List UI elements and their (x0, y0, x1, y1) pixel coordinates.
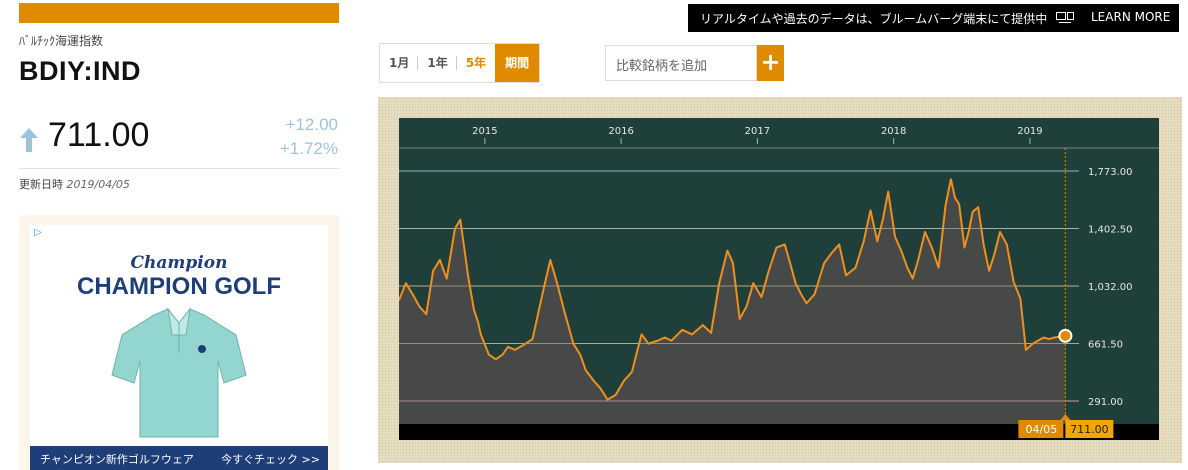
learn-more-link[interactable]: LEARN MORE (1091, 10, 1171, 24)
range-1-month-button[interactable]: 1月 (380, 44, 419, 82)
range-5-year-button[interactable]: 5年 (465, 56, 487, 70)
notice-text: リアルタイムや過去のデータは、ブルームバーグ端末にて提供中 (700, 12, 1048, 26)
updated-label: 更新日時 (19, 178, 63, 191)
ad-title: CHAMPION GOLF (77, 273, 281, 300)
last-date-box (1018, 420, 1064, 438)
x-tick-label: 2016 (608, 126, 633, 137)
compare-input[interactable]: 比較銘柄を追加 (605, 45, 757, 81)
price-chart[interactable]: 2015 2016 2017 2018 2019 291.00 661.50 1,032.00… (399, 118, 1159, 440)
range-selector[interactable]: 1月 1年 5年 期間 (379, 43, 541, 83)
last-value-point[interactable] (1058, 328, 1073, 343)
bloomberg-notice[interactable]: リアルタイムや過去のデータは、ブルームバーグ端末にて提供中 LEARN MORE (688, 4, 1179, 32)
change-percent: +1.72% (279, 139, 338, 158)
y-tick-label: 291.00 (1088, 397, 1123, 408)
ad-cta-text[interactable]: チャンピオン新作ゴルフウェア (40, 453, 194, 466)
last-label-pointer (1060, 414, 1071, 420)
y-tick-label: 1,402.50 (1088, 225, 1133, 236)
x-tick-label: 2017 (745, 126, 770, 137)
ad-cta-link[interactable]: 今すぐチェック >> (221, 453, 320, 466)
range-1-year-button[interactable]: 1年 (418, 44, 458, 82)
ad-cta-bar[interactable]: チャンピオン新作ゴルフウェア 今すぐチェック >> (30, 446, 328, 470)
divider (19, 168, 339, 169)
security-name: ﾊﾞﾙﾁｯｸ海運指数 (19, 34, 104, 48)
series-line (399, 178, 1066, 401)
ad-banner[interactable]: ▷ Champion CHAMPION GOLF チャンピオン新作ゴルフウェア … (19, 215, 339, 470)
x-tick-label: 2018 (881, 126, 906, 137)
price-change: +12.00 +1.72% (280, 113, 338, 161)
x-tick-label: 2019 (1017, 126, 1042, 137)
last-price: 711.00 (48, 116, 150, 154)
polo-shirt-image (111, 307, 247, 438)
x-tick-label: 2015 (472, 126, 497, 137)
y-tick-label: 661.50 (1088, 340, 1123, 351)
updated-time: 更新日時 2019/04/05 (19, 176, 130, 192)
ad-content[interactable]: ▷ Champion CHAMPION GOLF チャンピオン新作ゴルフウェア … (30, 225, 328, 470)
change-absolute: +12.00 (285, 115, 338, 134)
range-period-button[interactable]: 期間 (495, 44, 540, 82)
ad-brand-logo: Champion (130, 253, 228, 273)
adchoices-icon[interactable]: ▷ (34, 227, 42, 238)
last-date-label: 04/05 (1026, 423, 1058, 436)
last-value-label: 711.00 (1070, 423, 1109, 436)
terminal-icon (1056, 12, 1074, 23)
accent-bar (19, 3, 339, 23)
ticker-symbol: BDIY:IND (19, 56, 141, 86)
arrow-up-icon (20, 128, 38, 152)
series-area (399, 179, 1066, 424)
y-tick-label: 1,773.00 (1088, 167, 1133, 178)
add-compare-button[interactable]: + (757, 45, 784, 81)
y-tick-label: 1,032.00 (1088, 282, 1133, 293)
compare-placeholder: 比較銘柄を追加 (616, 59, 708, 74)
last-value-box (1065, 420, 1114, 438)
updated-date: 2019/04/05 (66, 178, 130, 191)
chart-footer-bar (399, 424, 1159, 440)
